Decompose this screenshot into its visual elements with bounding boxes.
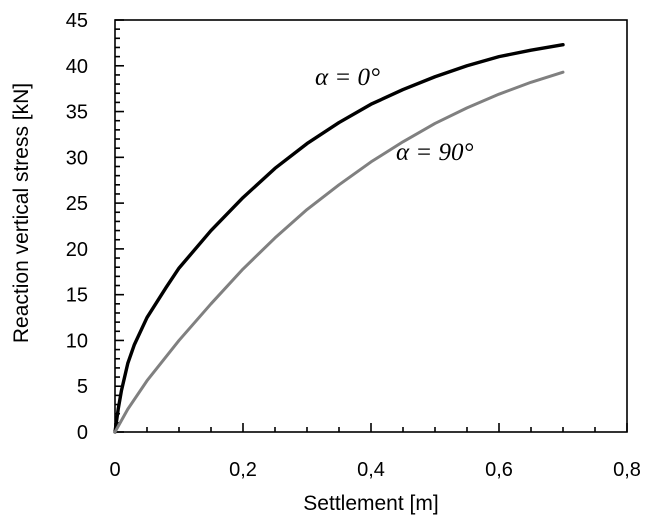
y-tick-label: 20 bbox=[66, 239, 88, 261]
y-tick-label: 5 bbox=[77, 376, 88, 398]
x-tick-label: 0,2 bbox=[229, 459, 257, 481]
x-axis: 0 0,2 0,4 0,6 0,8 bbox=[109, 423, 641, 481]
x-axis-title: Settlement [m] bbox=[303, 492, 438, 515]
series-lines bbox=[113, 43, 565, 434]
x-tick-label: 0,6 bbox=[485, 459, 513, 481]
y-tick-label: 30 bbox=[66, 147, 88, 169]
x-tick-label: 0,8 bbox=[613, 459, 641, 481]
series-line-alpha-0 bbox=[113, 43, 565, 434]
y-axis: 0 5 10 15 20 25 30 35 40 45 bbox=[66, 10, 124, 444]
x-tick-label: 0 bbox=[109, 459, 120, 481]
y-axis-title: Reaction vertical stress [kN] bbox=[10, 83, 33, 343]
series-line-alpha-90 bbox=[113, 70, 565, 434]
y-tick-label: 10 bbox=[66, 330, 88, 352]
y-tick-label: 35 bbox=[66, 102, 88, 124]
y-tick-label: 40 bbox=[66, 56, 88, 78]
series-label-alpha-90: α = 90° bbox=[396, 139, 474, 166]
y-tick-label: 0 bbox=[77, 422, 88, 444]
y-tick-label: 45 bbox=[66, 10, 88, 32]
y-tick-label: 15 bbox=[66, 285, 88, 307]
x-tick-label: 0,4 bbox=[357, 459, 385, 481]
series-label-alpha-0: α = 0° bbox=[315, 64, 380, 91]
y-tick-label: 25 bbox=[66, 193, 88, 215]
